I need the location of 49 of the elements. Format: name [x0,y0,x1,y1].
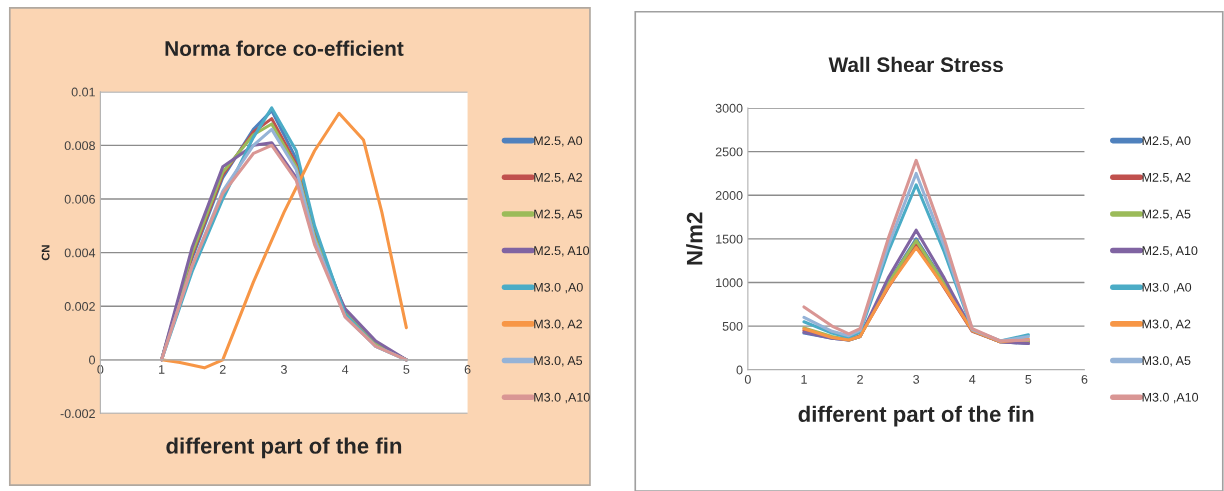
y-tick-label: 1000 [716,278,743,288]
y-axis-title: CN [41,245,50,261]
legend-label: M2.5, A5 [534,209,583,220]
x-tick-label: 0 [744,374,751,384]
x-axis-title: different part of the fin [166,437,402,459]
x-tick-label: 5 [1025,375,1032,384]
x-tick-label: 2 [219,365,226,374]
y-tick-label: 0.004 [64,248,96,258]
legend-label: M3.0, A2 [1142,319,1191,330]
x-tick-label: 3 [280,365,287,374]
legend-label: M2.5, A2 [1142,172,1191,184]
legend-label: M2.5, A2 [534,172,582,184]
x-tick-label: 0 [97,365,104,374]
y-tick-label: 2000 [715,191,743,200]
x-axis-title: different part of the fin [798,405,1034,427]
y-tick-label: 0 [89,355,96,365]
y-tick-label: 0.01 [71,87,95,97]
x-tick-label: 6 [464,365,471,374]
x-tick-label: 2 [857,374,863,384]
legend-label: M3.0 ,A10 [1142,392,1199,404]
chart-title: Wall Shear Stress [828,56,1003,73]
legend-label: M2.5, A0 [1142,136,1191,147]
y-tick-label: 2500 [715,147,743,157]
y-tick-label: 3000 [715,103,743,113]
legend-label: M3.0, A5 [534,356,583,367]
legend-label: M2.5, A10 [534,246,590,257]
y-tick-label: 500 [722,321,743,331]
x-tick-label: 1 [801,375,807,384]
legend-label: M3.0 ,A0 [1142,282,1192,294]
x-tick-label: 6 [1081,374,1088,384]
y-tick-label: 0.002 [64,302,95,311]
legend-label: M3.0 ,A10 [534,392,590,404]
x-tick-label: 4 [969,375,976,384]
legend-label: M3.0, A5 [1142,356,1191,367]
x-tick-label: 5 [403,365,410,374]
legend-label: M2.5, A0 [534,136,583,147]
y-tick-label: 0.006 [64,194,95,204]
legend-label: M3.0 ,A0 [534,282,583,294]
legend-label: M3.0, A2 [534,319,582,330]
x-tick-label: 1 [159,365,165,374]
legend-label: M2.5, A10 [1142,246,1198,257]
legend-label: M2.5, A5 [1142,209,1191,220]
chart-title: Norma force co-efficient [165,40,404,56]
y-axis-title: N/m2 [686,212,703,265]
y-tick-label: -0.002 [60,409,95,419]
y-tick-label: 1500 [716,234,743,244]
x-tick-label: 4 [341,365,349,374]
x-tick-label: 3 [913,374,920,384]
y-tick-label: 0.008 [64,141,95,151]
